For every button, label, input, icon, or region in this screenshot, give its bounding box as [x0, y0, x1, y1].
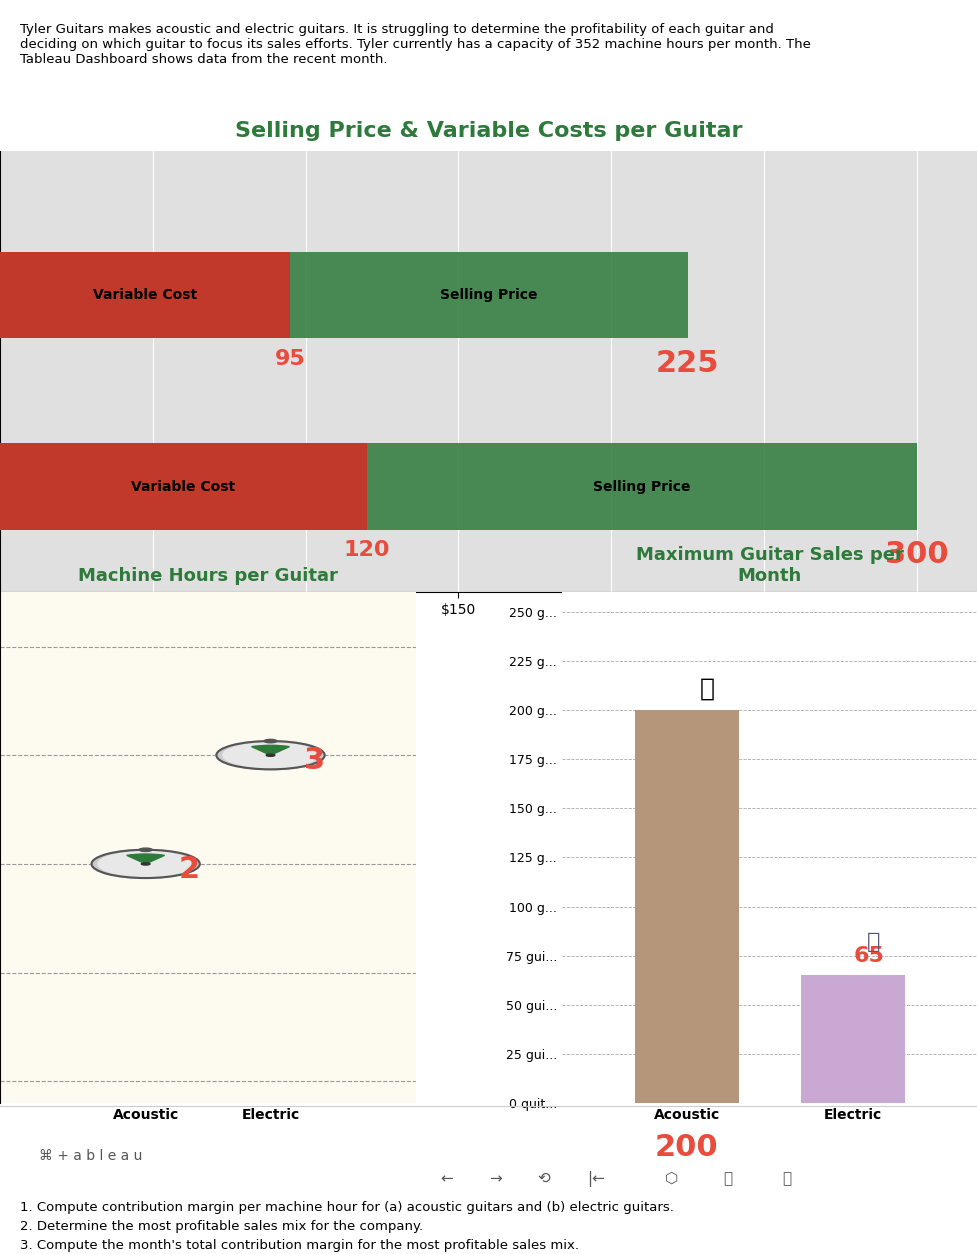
- Bar: [0, 252, 687, 339]
- Text: ⌘ + a b l e a u: ⌘ + a b l e a u: [39, 1149, 143, 1162]
- Text: 3: 3: [304, 746, 324, 775]
- Text: Selling Price: Selling Price: [592, 480, 690, 494]
- Title: Selling Price & Variable Costs per Guitar: Selling Price & Variable Costs per Guita…: [235, 122, 742, 140]
- Text: 200: 200: [655, 1132, 718, 1161]
- Wedge shape: [127, 854, 164, 864]
- Bar: [0, 444, 366, 530]
- Text: 300: 300: [884, 540, 948, 569]
- Text: 🎸: 🎸: [700, 676, 714, 700]
- Text: 225: 225: [656, 349, 719, 377]
- Text: →: →: [488, 1171, 501, 1186]
- Text: ←: ←: [440, 1171, 452, 1186]
- Bar: [634, 710, 738, 1104]
- Circle shape: [92, 850, 199, 878]
- Text: ⬜: ⬜: [723, 1171, 732, 1186]
- Circle shape: [264, 740, 276, 742]
- Text: 🎸: 🎸: [867, 932, 879, 952]
- Text: |←: |←: [586, 1170, 604, 1186]
- Bar: [0, 252, 290, 339]
- Text: 65: 65: [852, 946, 883, 966]
- Bar: [0, 444, 916, 530]
- Text: ⬡: ⬡: [664, 1171, 678, 1186]
- Text: 2: 2: [179, 855, 200, 884]
- Circle shape: [139, 848, 152, 851]
- Circle shape: [266, 754, 275, 756]
- Text: Selling Price: Selling Price: [440, 288, 537, 302]
- Text: Tyler Guitars makes acoustic and electric guitars. It is struggling to determine: Tyler Guitars makes acoustic and electri…: [20, 23, 810, 65]
- Circle shape: [216, 741, 324, 770]
- Text: ⬛: ⬛: [782, 1171, 790, 1186]
- Text: Variable Cost: Variable Cost: [131, 480, 235, 494]
- Circle shape: [223, 742, 318, 767]
- Title: Maximum Guitar Sales per
Month: Maximum Guitar Sales per Month: [635, 547, 903, 586]
- Bar: [800, 976, 905, 1104]
- Text: 1. Compute contribution margin per machine hour for (a) acoustic guitars and (b): 1. Compute contribution margin per machi…: [20, 1201, 673, 1253]
- Circle shape: [142, 863, 149, 865]
- Wedge shape: [251, 745, 289, 755]
- Text: Variable Cost: Variable Cost: [93, 288, 197, 302]
- Circle shape: [98, 851, 193, 877]
- Title: Machine Hours per Guitar: Machine Hours per Guitar: [78, 567, 338, 586]
- Text: 120: 120: [343, 540, 390, 561]
- Text: 95: 95: [275, 349, 306, 369]
- Text: ⟲: ⟲: [537, 1171, 550, 1186]
